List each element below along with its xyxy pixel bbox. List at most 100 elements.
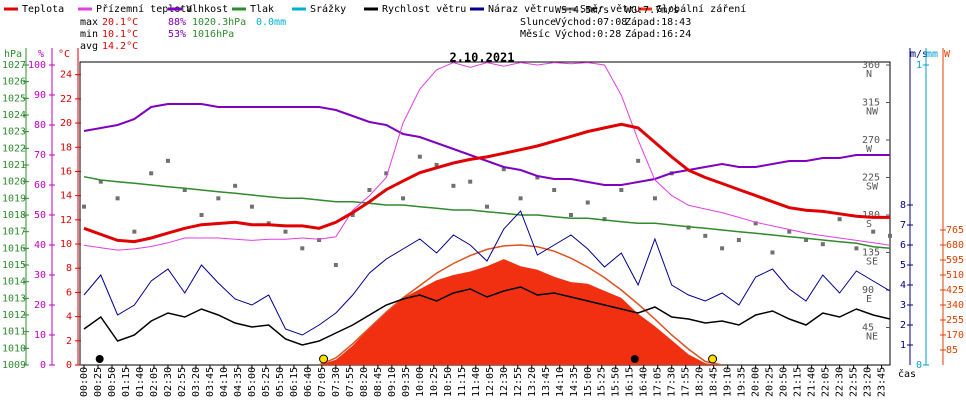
stat-value: 1020.3hPa <box>192 17 246 28</box>
dir-tick-name: N <box>866 69 872 80</box>
direction-point <box>652 196 657 201</box>
y-tick-label: 765 <box>946 225 964 236</box>
direction-point <box>199 213 204 217</box>
y-tick-label: 24 <box>60 70 72 81</box>
x-tick-label: 14:35 <box>569 367 580 397</box>
x-tick-label: 20:00 <box>751 367 762 397</box>
y-tick-label: 4 <box>66 312 72 323</box>
direction-point <box>787 229 792 234</box>
y-tick-label: 70 <box>34 150 46 161</box>
x-tick-label: 04:10 <box>219 367 230 397</box>
radiation-area <box>84 259 890 365</box>
direction-point <box>333 263 338 267</box>
x-tick-label: 02:55 <box>177 367 188 397</box>
direction-point <box>568 213 573 217</box>
direction-point <box>233 183 238 188</box>
stat-label: min <box>80 29 98 40</box>
x-tick-label: 15:25 <box>597 367 608 397</box>
axis-unit: °C <box>58 49 70 60</box>
direction-point <box>182 188 187 192</box>
stat-value: 0.0mm <box>256 17 286 28</box>
y-tick-label: 255 <box>946 315 964 326</box>
direction-point <box>518 196 523 201</box>
x-tick-label: 13:45 <box>541 367 552 397</box>
direction-point <box>703 233 708 238</box>
x-tick-label: 15:00 <box>583 367 594 397</box>
x-tick-label: 20:50 <box>779 367 790 397</box>
direction-point <box>804 238 809 242</box>
x-tick-label: 07:55 <box>345 367 356 397</box>
x-tick-label: 02:05 <box>149 367 160 397</box>
axis-unit: W <box>944 49 951 60</box>
direction-point <box>636 158 641 163</box>
y-tick-label: 1013 <box>2 293 26 304</box>
info-text: Východ:0:28 <box>555 28 621 40</box>
axis-unit: % <box>38 49 44 60</box>
dir-tick-name: E <box>866 294 872 305</box>
y-tick-label: 1015 <box>2 260 26 271</box>
direction-point <box>468 179 473 184</box>
x-tick-label: 09:35 <box>401 367 412 397</box>
x-tick-label: 11:15 <box>457 367 468 397</box>
x-tick-label: 12:30 <box>499 367 510 397</box>
dir-tick-name: NW <box>866 107 879 118</box>
direction-point <box>686 225 691 230</box>
x-tick-label: 05:50 <box>275 367 286 397</box>
y-tick-label: 6 <box>900 240 906 251</box>
dir-tick-label: 135 <box>862 248 880 259</box>
direction-point <box>249 204 254 209</box>
direction-point <box>619 188 624 192</box>
x-tick-label: 22:55 <box>849 367 860 397</box>
y-tick-label: 8 <box>66 263 72 274</box>
direction-point <box>216 196 221 201</box>
axis-unit: m/s <box>910 49 928 60</box>
x-tick-label: 17:55 <box>681 367 692 397</box>
y-tick-label: 1018 <box>2 210 26 221</box>
y-tick-label: 10 <box>34 330 46 341</box>
x-tick-label: 10:50 <box>443 367 454 397</box>
x-tick-label: 21:15 <box>793 367 804 397</box>
dir-tick-label: 180 <box>862 210 880 221</box>
x-tick-label: 06:40 <box>303 367 314 397</box>
dir-tick-name: W <box>866 144 873 155</box>
x-tick-label: 10:00 <box>415 367 426 397</box>
y-tick-label: 14 <box>60 191 72 202</box>
info-text: Slunce <box>520 17 556 28</box>
x-tick-label: 08:20 <box>359 367 370 397</box>
x-tick-label: 07:30 <box>331 367 342 397</box>
x-tick-label: 02:30 <box>163 367 174 397</box>
dir-tick-name: NE <box>866 332 878 343</box>
x-tick-label: 11:40 <box>471 367 482 397</box>
x-tick-label: 18:20 <box>695 367 706 397</box>
series-line <box>83 62 890 251</box>
y-tick-label: 20 <box>34 300 46 311</box>
sun-marker <box>319 354 329 364</box>
y-tick-label: 1021 <box>2 160 26 171</box>
direction-point <box>401 196 406 201</box>
series-line <box>83 210 890 336</box>
y-tick-label: 1011 <box>2 327 26 338</box>
direction-point <box>367 188 372 192</box>
series-line <box>83 175 890 250</box>
y-tick-label: 60 <box>34 180 46 191</box>
y-tick-label: 5 <box>900 260 906 271</box>
y-tick-label: 12 <box>60 215 72 226</box>
direction-point <box>485 204 489 209</box>
info-text: Západ:18:43 <box>625 16 691 28</box>
x-tick-label: 19:35 <box>737 367 748 397</box>
y-tick-label: 8 <box>900 200 906 211</box>
x-tick-label: 23:45 <box>877 367 888 397</box>
x-axis-label: čas <box>898 368 916 380</box>
y-tick-label: 16 <box>60 166 72 177</box>
direction-point <box>165 158 170 163</box>
y-tick-label: 7 <box>900 220 906 231</box>
stat-value: 10.1°C <box>102 29 138 40</box>
y-tick-label: 510 <box>946 270 964 281</box>
y-tick-label: 170 <box>946 330 964 341</box>
dir-tick-label: 45 <box>862 323 874 334</box>
direction-point <box>820 242 825 247</box>
direction-point <box>82 204 86 209</box>
info-text: WS:4.5m/s <box>555 5 609 16</box>
